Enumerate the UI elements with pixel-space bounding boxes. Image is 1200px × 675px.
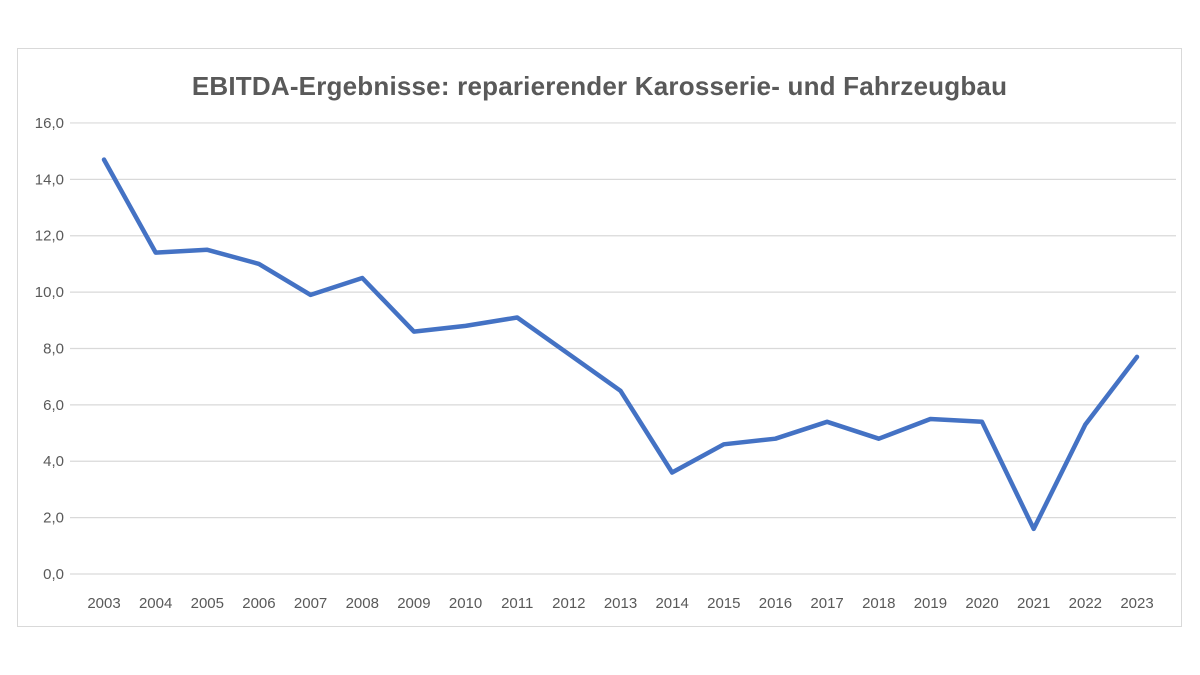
x-axis-tick-label: 2011 <box>501 595 533 612</box>
x-axis-tick-label: 2005 <box>191 595 224 612</box>
x-axis-tick-label: 2017 <box>810 595 843 612</box>
x-axis-tick-label: 2007 <box>294 595 327 612</box>
y-axis-tick-label: 6,0 <box>43 397 64 414</box>
chart-frame: EBITDA-Ergebnisse: reparierender Karosse… <box>17 48 1182 627</box>
y-axis-tick-label: 14,0 <box>35 171 64 188</box>
x-axis-tick-label: 2016 <box>759 595 792 612</box>
line-chart-plot-area: 0,0 2,0 4,0 6,0 8,0 10,0 12,0 14,0 16,0 2003 2004 2… <box>35 115 1176 612</box>
x-axis-tick-label: 2015 <box>707 595 740 612</box>
chart-title: EBITDA-Ergebnisse: reparierender Karosse… <box>191 71 1008 101</box>
y-axis-tick-label: 16,0 <box>35 115 64 132</box>
y-axis-tick-label: 8,0 <box>43 340 64 357</box>
x-axis-tick-label: 2023 <box>1120 595 1153 612</box>
x-axis-tick-label: 2021 <box>1017 595 1050 612</box>
x-axis-tick-label: 2006 <box>242 595 275 612</box>
y-axis-tick-label: 0,0 <box>43 566 64 583</box>
x-axis-tick-label: 2018 <box>862 595 895 612</box>
x-axis-tick-label: 2010 <box>449 595 482 612</box>
x-axis-tick-label: 2020 <box>965 595 998 612</box>
y-axis-tick-label: 10,0 <box>35 284 64 301</box>
x-axis-tick-label: 2019 <box>914 595 947 612</box>
x-axis-tick-label: 2003 <box>87 595 120 612</box>
x-axis-tick-label: 2008 <box>346 595 379 612</box>
x-axis-tick-label: 2012 <box>552 595 585 612</box>
x-axis-tick-label: 2022 <box>1069 595 1102 612</box>
x-axis-tick-label: 2013 <box>604 595 637 612</box>
x-axis-tick-label: 2014 <box>655 595 688 612</box>
y-axis-tick-label: 4,0 <box>43 453 64 470</box>
y-axis-tick-label: 2,0 <box>43 510 64 527</box>
x-axis-tick-label: 2004 <box>139 595 172 612</box>
y-axis-tick-label: 12,0 <box>35 228 64 245</box>
x-axis-tick-label: 2009 <box>397 595 430 612</box>
line-series-ebitda <box>101 157 1140 532</box>
